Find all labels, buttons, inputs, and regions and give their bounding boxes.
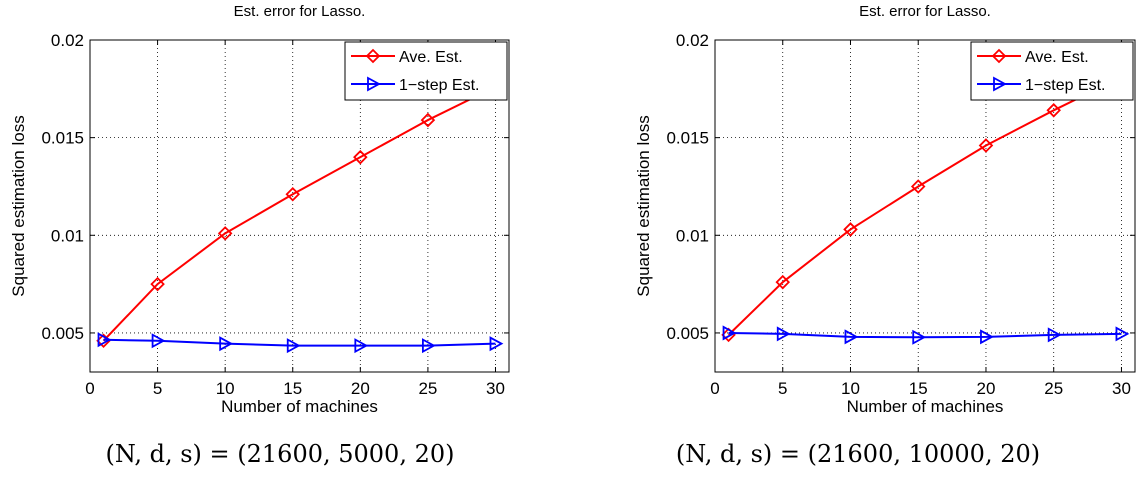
- series-group: [721, 69, 1130, 345]
- caption-right: (N, d, s) = (21600, 10000, 20): [675, 440, 1041, 468]
- x-tick-label: 15: [909, 379, 928, 398]
- data-point: [422, 338, 436, 354]
- x-tick-label: 0: [710, 379, 719, 398]
- chart-title: Est. error for Lasso.: [859, 3, 991, 20]
- data-point: [722, 325, 737, 341]
- data-point: [912, 329, 927, 345]
- y-tick-label: 0.01: [676, 226, 709, 245]
- data-point: [980, 329, 994, 345]
- series-line-1: [102, 85, 496, 342]
- data-point: [1115, 326, 1130, 342]
- x-tick-label: 25: [418, 379, 437, 398]
- y-tick-label: 0.015: [666, 129, 709, 148]
- legend: Ave. Est. 1−step Est.: [970, 41, 1134, 101]
- series-line-1: [727, 76, 1122, 336]
- data-point: [1047, 327, 1062, 343]
- data-point: [843, 222, 858, 237]
- chart-title: Est. error for Lasso.: [234, 3, 366, 20]
- y-tick-label: 0.005: [41, 324, 84, 343]
- series-line-2: [728, 331, 1122, 339]
- x-axis-label: Number of machines: [221, 397, 378, 416]
- legend-marker: [365, 48, 381, 64]
- legend-label: 1−step Est.: [399, 77, 480, 94]
- data-point: [489, 336, 504, 352]
- y-tick-label: 0.005: [666, 324, 709, 343]
- data-point: [910, 179, 926, 194]
- x-axis-label: Number of machines: [847, 397, 1004, 416]
- series-line-2: [103, 338, 496, 347]
- y-tick-label: 0.02: [676, 31, 709, 50]
- x-tick-label: 10: [216, 379, 235, 398]
- y-axis-label: Squared estimation loss: [634, 115, 653, 296]
- data-point: [354, 338, 369, 354]
- data-point: [285, 187, 301, 202]
- legend: Ave. Est. 1−step Est.: [344, 41, 508, 101]
- legend-marker: [367, 76, 381, 92]
- data-point: [844, 329, 859, 345]
- x-tick-label: 10: [841, 379, 860, 398]
- legend-marker: [993, 76, 1007, 92]
- x-tick-label: 30: [486, 379, 505, 398]
- x-tick-label: 30: [1112, 379, 1131, 398]
- data-point: [151, 333, 166, 349]
- data-point: [420, 112, 436, 128]
- y-tick-label: 0.015: [41, 129, 84, 148]
- x-tick-label: 25: [1044, 379, 1063, 398]
- legend-marker: [991, 48, 1007, 64]
- chart-2: 0 5 10 15 20 25 30 0.005 0.01 0.015 0.02 Est. error…: [634, 3, 1136, 416]
- data-point: [219, 336, 234, 352]
- y-tick-label: 0.02: [51, 31, 84, 50]
- x-tick-label: 5: [778, 379, 787, 398]
- plot-frame: [89, 39, 510, 373]
- data-point: [217, 226, 233, 241]
- plot-frame: [714, 39, 1136, 373]
- data-point: [1046, 103, 1061, 118]
- legend-label: Ave. Est.: [399, 49, 463, 66]
- data-point: [150, 276, 165, 292]
- x-tick-label: 5: [153, 379, 162, 398]
- data-point: [97, 332, 112, 348]
- data-point: [286, 338, 301, 354]
- data-point: [776, 326, 791, 342]
- y-tick-label: 0.01: [51, 226, 84, 245]
- chart-1: 0 5 10 15 20 25 30 0.005 0.01 0.015 0.02 Est. error…: [9, 3, 510, 416]
- data-point: [978, 138, 994, 153]
- caption-left: (N, d, s) = (21600, 5000, 20): [105, 440, 455, 468]
- x-tick-label: 0: [85, 379, 94, 398]
- legend-label: 1−step Est.: [1025, 77, 1106, 94]
- y-axis-label: Squared estimation loss: [9, 115, 28, 296]
- data-point: [353, 149, 368, 165]
- series-group: [96, 79, 504, 354]
- data-point: [775, 274, 791, 290]
- x-tick-label: 20: [977, 379, 996, 398]
- x-tick-label: 20: [351, 379, 370, 398]
- legend-label: Ave. Est.: [1025, 49, 1089, 66]
- x-tick-label: 15: [283, 379, 302, 398]
